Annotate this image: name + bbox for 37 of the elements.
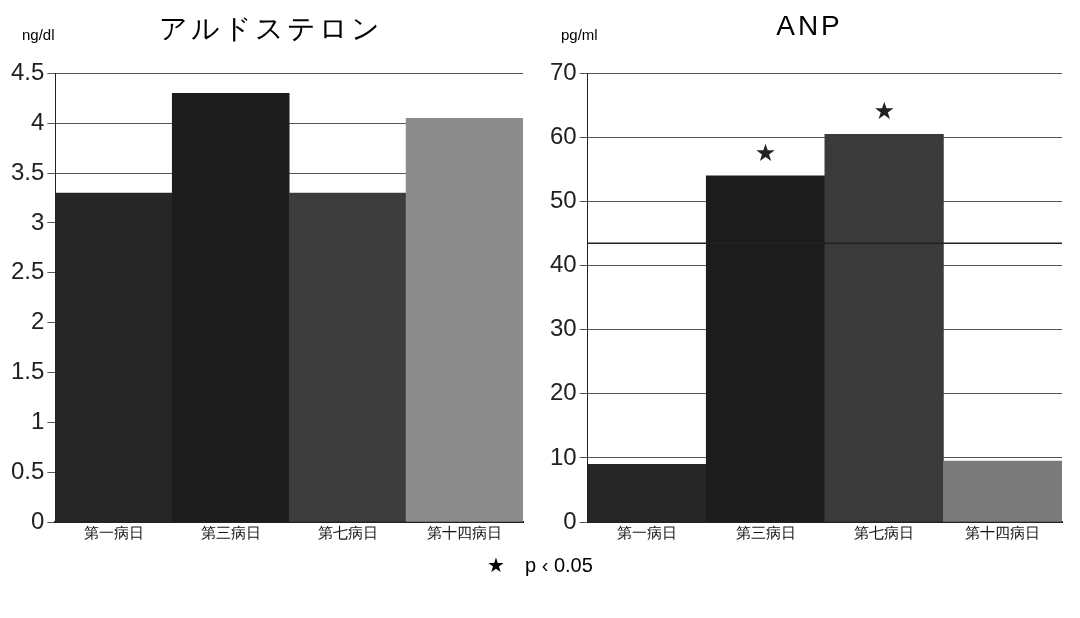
y-tick-label: 60 <box>549 122 577 150</box>
y-tick-label: 4.5 <box>10 58 45 86</box>
x-tick-label: 第三病日 <box>735 524 796 542</box>
y-tick-label: 2.5 <box>10 257 45 285</box>
y-tick-label: 1 <box>31 406 45 434</box>
annotation: ★ <box>754 138 777 166</box>
y-axis-title: pg/ml <box>561 26 598 43</box>
text: ★ p ‹ 0.05 <box>486 553 594 578</box>
x-tick-label: 第十四病日 <box>965 524 1041 542</box>
y-axis-title: ng/dl <box>22 26 55 43</box>
y-tick-label: 40 <box>549 250 577 278</box>
annotation: ★ <box>873 96 895 124</box>
bar <box>405 117 523 522</box>
y-tick-label: 0.5 <box>10 456 45 484</box>
x-tick-label: 第三病日 <box>200 524 261 542</box>
x-tick-label: 第十四病日 <box>427 524 503 542</box>
bar <box>943 460 1062 522</box>
x-tick-label: 第七病日 <box>317 524 378 542</box>
y-tick-label: 20 <box>549 378 577 406</box>
x-tick-label: 第一病日 <box>616 524 677 542</box>
bar <box>288 192 407 522</box>
y-tick-label: 30 <box>549 314 577 342</box>
y-tick-label: 10 <box>549 442 577 470</box>
y-tick-label: 4 <box>31 107 45 135</box>
chart-title: ANP <box>776 10 843 41</box>
y-tick-label: 0 <box>31 506 45 534</box>
y-tick-label: 2 <box>31 307 45 335</box>
bar <box>824 133 944 522</box>
x-tick-label: 第一病日 <box>83 524 144 542</box>
y-tick-label: 1.5 <box>10 357 45 385</box>
y-tick-label: 0 <box>563 506 577 534</box>
y-tick-label: 3.5 <box>10 157 45 185</box>
chart-title: アルドステロン <box>158 13 383 44</box>
y-tick-label: 3 <box>31 207 45 235</box>
y-tick-label: 50 <box>549 186 577 214</box>
x-tick-label: 第七病日 <box>854 524 915 542</box>
y-tick-label: 70 <box>549 58 577 86</box>
